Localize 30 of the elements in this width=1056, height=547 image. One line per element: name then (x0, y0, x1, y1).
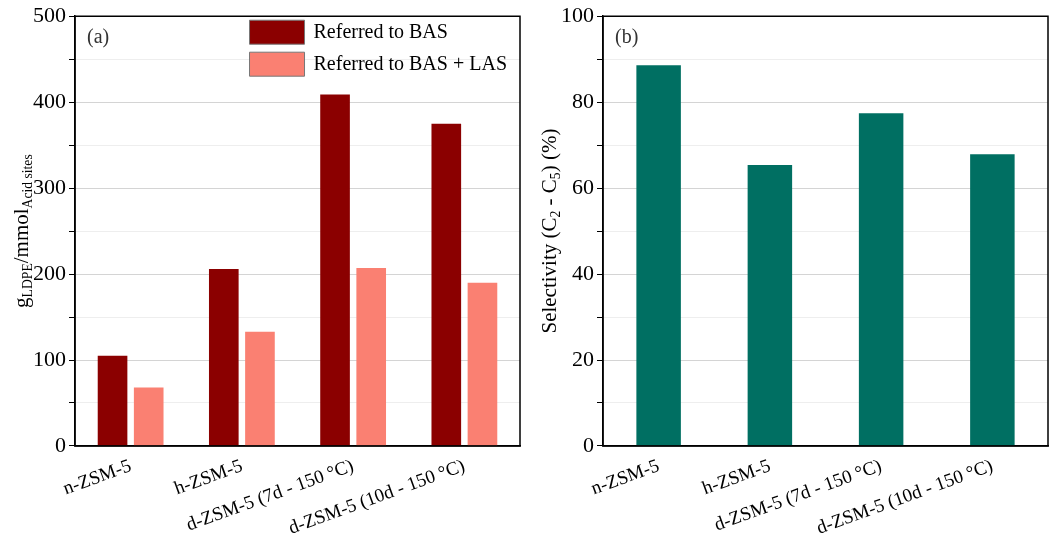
legend-label: Referred to BAS + LAS (313, 52, 508, 75)
y-tick-label: 60 (572, 173, 594, 199)
bar (245, 331, 275, 446)
y-tick-label: 200 (33, 259, 66, 285)
y-tick-label: 500 (33, 1, 66, 27)
annotation: (b) (615, 25, 639, 49)
y-tick-label: 40 (572, 259, 594, 285)
y-tick-label: 300 (33, 173, 66, 199)
y-tick-label: 400 (33, 87, 66, 113)
bar (636, 65, 681, 446)
y-tick-label: 100 (33, 345, 66, 371)
bar (858, 113, 904, 446)
bar (356, 268, 387, 446)
bar (97, 355, 128, 446)
y-axis-title: gLDPE/mmolAcid sites (8, 154, 35, 308)
y-tick-label: 0 (583, 431, 594, 457)
bar (133, 387, 164, 446)
bar (970, 154, 1015, 446)
legend-label: Referred to BAS (313, 20, 448, 43)
y-tick-label: 100 (561, 1, 594, 27)
y-tick-label: 20 (572, 345, 594, 371)
y-axis-title: Selectivity (C2 - C5) (%) (536, 128, 563, 334)
bar (467, 282, 498, 446)
y-tick-label: 80 (572, 87, 594, 113)
bar (431, 123, 462, 446)
annotation: (a) (87, 25, 110, 49)
bar (320, 94, 350, 446)
bar (747, 164, 793, 446)
bar (208, 268, 239, 446)
y-tick-label: 0 (55, 431, 66, 457)
